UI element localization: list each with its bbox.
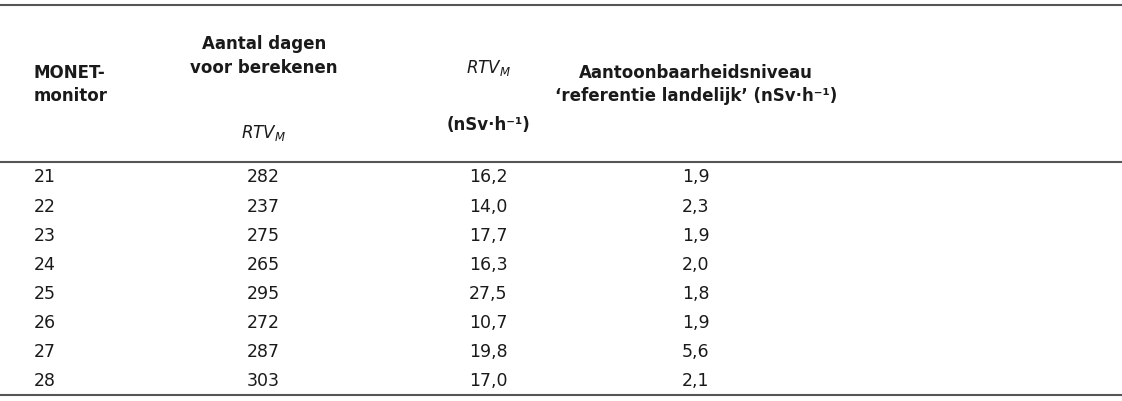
Text: 27: 27 — [34, 342, 56, 360]
Text: (nSv·h⁻¹): (nSv·h⁻¹) — [447, 115, 530, 133]
Text: 275: 275 — [247, 226, 280, 244]
Text: 1,9: 1,9 — [682, 226, 709, 244]
Text: 21: 21 — [34, 168, 56, 186]
Text: 17,7: 17,7 — [469, 226, 507, 244]
Text: 26: 26 — [34, 313, 56, 331]
Text: 1,8: 1,8 — [682, 284, 709, 302]
Text: 287: 287 — [247, 342, 280, 360]
Text: 10,7: 10,7 — [469, 313, 507, 331]
Text: 5,6: 5,6 — [682, 342, 709, 360]
Text: Aantal dagen
voor berekenen: Aantal dagen voor berekenen — [190, 35, 338, 77]
Text: $\mathit{RTV_{M}}$: $\mathit{RTV_{M}}$ — [466, 58, 511, 78]
Text: MONET-
monitor: MONET- monitor — [34, 63, 108, 105]
Text: 2,1: 2,1 — [682, 371, 709, 389]
Text: 1,9: 1,9 — [682, 313, 709, 331]
Text: 2,0: 2,0 — [682, 255, 709, 273]
Text: 23: 23 — [34, 226, 56, 244]
Text: $\mathit{RTV_{M}}$: $\mathit{RTV_{M}}$ — [241, 122, 286, 142]
Text: 19,8: 19,8 — [469, 342, 507, 360]
Text: 2,3: 2,3 — [682, 197, 709, 215]
Text: 16,3: 16,3 — [469, 255, 507, 273]
Text: 27,5: 27,5 — [469, 284, 507, 302]
Text: 237: 237 — [247, 197, 280, 215]
Text: 24: 24 — [34, 255, 55, 273]
Text: Aantoonbaarheidsniveau
‘referentie landelijk’ (nSv·h⁻¹): Aantoonbaarheidsniveau ‘referentie lande… — [554, 63, 837, 105]
Text: 14,0: 14,0 — [469, 197, 507, 215]
Text: 22: 22 — [34, 197, 56, 215]
Text: 282: 282 — [247, 168, 280, 186]
Text: 16,2: 16,2 — [469, 168, 507, 186]
Text: 272: 272 — [247, 313, 280, 331]
Text: 1,9: 1,9 — [682, 168, 709, 186]
Text: 28: 28 — [34, 371, 56, 389]
Text: 295: 295 — [247, 284, 280, 302]
Text: 17,0: 17,0 — [469, 371, 507, 389]
Text: 25: 25 — [34, 284, 56, 302]
Text: 265: 265 — [247, 255, 280, 273]
Text: 303: 303 — [247, 371, 280, 389]
